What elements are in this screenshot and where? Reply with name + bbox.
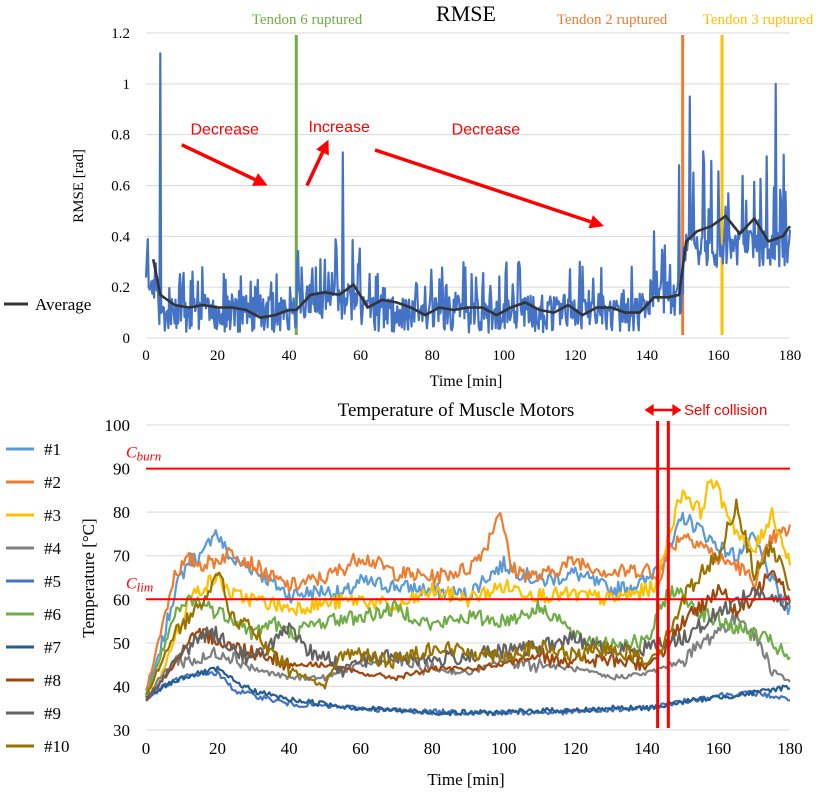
annotation-arrowhead-1 (251, 173, 268, 186)
legend-label-10: #10 (44, 737, 70, 756)
temp-ylabel: Temperature [°C] (79, 518, 98, 637)
rmse-xtick-label: 20 (210, 348, 225, 364)
rmse-ytick-label: 0.6 (111, 179, 130, 195)
temp-series-line-5 (145, 669, 791, 717)
temperature-axes: 30 40 50 60 70 80 90 100 0 20 40 60 80 100 120 140 160 18… (79, 416, 803, 789)
rmse-annotations: Decrease Increase Decrease (181, 119, 604, 229)
threshold-subscript: lim (137, 579, 154, 594)
rmse-xtick-label: 100 (493, 348, 516, 364)
rmse-chart: RMSE Tendon 6 ruptured Tendon 2 ruptured T… (4, 1, 814, 390)
average-line (151, 214, 792, 320)
legend-label-9: #9 (44, 704, 61, 723)
annotation-label-1: Decrease (190, 122, 259, 139)
rmse-xtick-label: 120 (564, 348, 587, 364)
temp-series-line-4 (145, 610, 791, 702)
temp-series-line-7 (145, 665, 791, 717)
rmse-xtick-label: 180 (779, 348, 802, 364)
threshold-label-burn: Cburn (126, 445, 161, 464)
annotation-arrow-2 (305, 151, 325, 187)
legend-label-2: #2 (44, 473, 61, 492)
rmse-xtick-label: 40 (282, 348, 297, 364)
self-collision-marker: Self collision (644, 402, 767, 728)
rmse-xtick-label: 0 (142, 348, 150, 364)
annotation-arrow-3 (374, 148, 592, 224)
threshold-label-lim: Clim (126, 575, 153, 594)
rmse-raw-series (144, 52, 792, 334)
annotation-label-2: Increase (309, 119, 370, 136)
temp-xtick-label: 120 (563, 739, 589, 758)
annotation-arrow-1 (181, 143, 256, 182)
temp-series-line-8 (145, 569, 792, 699)
rmse-raw-line (144, 52, 792, 334)
annotation-label-3: Decrease (452, 122, 521, 139)
rmse-xtick-label: 160 (707, 348, 730, 364)
temperature-gridlines (146, 424, 790, 731)
temp-ytick-label: 70 (113, 547, 130, 566)
rmse-ytick-label: 0.8 (111, 128, 130, 144)
temp-xtick-label: 0 (142, 739, 151, 758)
rmse-axes: 0 0.2 0.4 0.6 0.8 1 1.2 0 20 40 60 80 100 120 140 160 18… (71, 26, 801, 390)
temp-series-line-10 (145, 498, 791, 696)
temp-series-line-2 (144, 511, 792, 692)
temperature-series (144, 478, 792, 717)
temp-ytick-label: 40 (113, 677, 130, 696)
event-label-2: Tendon 2 ruptured (557, 12, 668, 28)
temp-series-line-9 (145, 586, 791, 702)
temp-series-line-3 (145, 478, 792, 696)
temp-ytick-label: 50 (113, 634, 130, 653)
temp-xtick-label: 40 (281, 739, 298, 758)
legend-label-3: #3 (44, 506, 61, 525)
rmse-event-lines: Tendon 6 ruptured Tendon 2 ruptured Tendon… (252, 12, 814, 335)
temp-xtick-label: 80 (424, 739, 441, 758)
temp-ytick-label: 90 (113, 460, 130, 479)
rmse-ylabel: RMSE [rad] (71, 149, 87, 223)
legend-label-1: #1 (44, 440, 61, 459)
legend-label-6: #6 (44, 605, 61, 624)
collision-arrowhead-right (672, 404, 682, 416)
legend-average-label: Average (35, 295, 91, 314)
temp-xtick-label: 140 (634, 739, 660, 758)
legend-label-4: #4 (44, 539, 62, 558)
rmse-ytick-label: 0 (123, 331, 131, 347)
rmse-ytick-label: 0.2 (111, 280, 130, 296)
rmse-ytick-label: 0.4 (111, 229, 130, 245)
temp-xlabel: Time [min] (427, 770, 504, 789)
threshold-symbol: C (126, 445, 137, 462)
temp-ytick-label: 100 (105, 416, 131, 435)
temperature-legend: #1 #2 #3 #4 #5 #6 #7 #8 #9 #10 (6, 440, 70, 756)
legend-label-7: #7 (44, 638, 62, 657)
temp-xtick-label: 60 (352, 739, 369, 758)
rmse-xtick-label: 60 (353, 348, 368, 364)
rmse-legend: Average (4, 295, 91, 314)
event-label-3: Tendon 3 ruptured (703, 12, 814, 28)
temp-ytick-label: 30 (113, 721, 130, 740)
collision-arrowhead-left (644, 404, 654, 416)
temp-xtick-label: 160 (706, 739, 732, 758)
rmse-title: RMSE (436, 1, 496, 26)
rmse-ytick-label: 1 (123, 77, 131, 93)
temp-xtick-label: 20 (209, 739, 226, 758)
rmse-xtick-label: 140 (636, 348, 659, 364)
threshold-subscript: burn (137, 449, 162, 464)
annotation-arrowhead-3 (588, 215, 604, 229)
event-label-1: Tendon 6 ruptured (252, 12, 363, 28)
legend-label-5: #5 (44, 572, 61, 591)
temp-xtick-label: 180 (777, 739, 803, 758)
temp-ytick-label: 80 (113, 503, 130, 522)
legend-label-8: #8 (44, 671, 61, 690)
rmse-xtick-label: 80 (425, 348, 440, 364)
temperature-title: Temperature of Muscle Motors (338, 400, 575, 421)
temp-ytick-label: 60 (113, 590, 130, 609)
threshold-symbol: C (126, 575, 137, 592)
collision-label: Self collision (684, 402, 767, 419)
annotation-arrowhead-2 (316, 139, 329, 156)
rmse-average-series (151, 214, 792, 320)
rmse-ytick-label: 1.2 (111, 26, 130, 42)
rmse-xlabel: Time [min] (430, 373, 503, 390)
temp-xtick-label: 100 (491, 739, 517, 758)
